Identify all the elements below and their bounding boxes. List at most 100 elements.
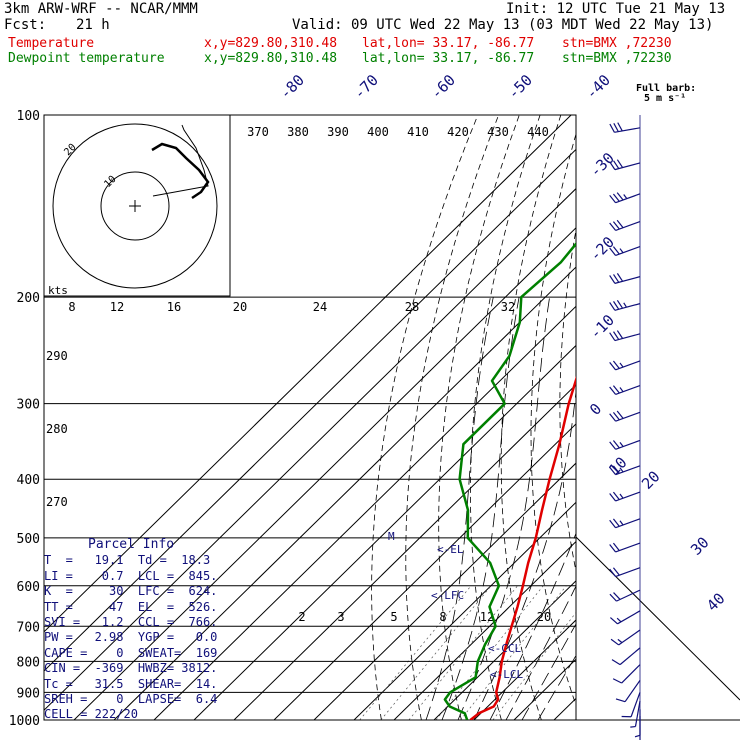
- init-time: Init: 12 UTC Tue 21 May 13: [506, 1, 726, 17]
- isotherm-line: [473, 619, 576, 720]
- theta-label: 420: [447, 125, 469, 139]
- wind-barb: [609, 610, 641, 625]
- isotherm-line: [44, 115, 572, 633]
- dewpoint-latlon: lat,lon= 33.17, -86.77: [362, 51, 535, 66]
- wind-barb: [612, 664, 641, 684]
- moist-adiabat: [521, 623, 576, 720]
- wind-barb: [630, 700, 641, 728]
- theta-label: 370: [247, 125, 269, 139]
- isotherm-label: 0: [586, 400, 605, 419]
- theta-label: 440: [527, 125, 549, 139]
- parcel-row-li: LI = 0.7 LCL = 845.: [44, 568, 218, 583]
- dry-adiabat: [470, 115, 541, 720]
- mixing-ratio-label: 2: [298, 610, 305, 624]
- wind-barb: [609, 300, 641, 311]
- temperature-station: stn=BMX ,72230: [562, 36, 672, 51]
- wind-barb: [609, 518, 641, 529]
- isotherm-label: -30: [586, 149, 618, 181]
- level-annotation: <-EL: [437, 543, 464, 556]
- hodograph-trace-bold: [151, 142, 210, 200]
- theta-label: 410: [407, 125, 429, 139]
- pressure-tick-label: 200: [17, 291, 40, 306]
- moist-adiabat: [505, 585, 576, 720]
- isotherm-label: -70: [350, 71, 382, 103]
- mixing-ratio-label: 16: [167, 300, 181, 314]
- isotherm-line: [433, 580, 576, 720]
- level-annotation: <-LCL: [490, 668, 523, 681]
- temperature-xy: x,y=829.80,310.48: [204, 36, 338, 51]
- theta-label: 430: [487, 125, 509, 139]
- valid-time: Valid: 09 UTC Wed 22 May 13 (03 MDT Wed …: [292, 17, 714, 33]
- mixing-ratio-label: 28: [405, 300, 419, 314]
- lower-frame-extension: [575, 536, 740, 721]
- parcel-row-svi: SVI = 1.2 CCL = 766.: [44, 615, 218, 630]
- dewpoint-profile: [443, 241, 576, 720]
- hodograph-kts-label: kts: [48, 284, 68, 297]
- forecast-label: Fcst:: [4, 17, 47, 33]
- dry-adiabat: [692, 115, 740, 720]
- isotherm-label: 10: [605, 453, 631, 479]
- isotherm-line: [193, 344, 576, 720]
- pressure-tick-label: 300: [17, 398, 40, 413]
- pressure-tick-label: 100: [17, 109, 40, 124]
- isotherm-line: [594, 115, 740, 720]
- wind-barb: [621, 692, 641, 718]
- pressure-tick-label: 500: [17, 532, 40, 547]
- temperature-latlon: lat,lon= 33.17, -86.77: [362, 36, 535, 51]
- dry-adiabat: [371, 115, 479, 720]
- wind-barb: [611, 647, 641, 666]
- temperature-profile: [469, 375, 576, 720]
- mixing-ratio-label: 8: [439, 610, 446, 624]
- pressure-tick-label: 600: [17, 580, 40, 595]
- theta-e-label: 280: [46, 422, 68, 436]
- wind-barb: [639, 716, 641, 740]
- mixing-ratio-label: 3: [337, 610, 344, 624]
- mixing-ratio-label: 5: [390, 610, 397, 624]
- theta-e-label: 270: [46, 495, 68, 509]
- dewpoint-legend-label: Dewpoint temperature: [8, 51, 165, 66]
- wind-barb: [609, 589, 641, 602]
- dry-adiabat: [667, 115, 740, 720]
- parcel-row-pw: PW = 2.98 YGP = 0.0: [44, 630, 218, 645]
- isotherm-label: -80: [276, 71, 308, 103]
- dry-adiabat: [530, 132, 576, 707]
- barb-key-title: Full barb:: [636, 83, 697, 94]
- dry-adiabat: [642, 115, 740, 720]
- isotherm-label: -50: [504, 71, 536, 103]
- isotherm-line: [313, 462, 576, 720]
- isotherm-label: -20: [586, 233, 618, 265]
- plot-frame: [43, 114, 577, 721]
- isotherm-line: [113, 266, 576, 720]
- barb-key-units: 5 m s⁻¹: [644, 93, 687, 104]
- wind-barb: [609, 273, 641, 284]
- theta-label: 390: [327, 125, 349, 139]
- isotherm-label: -60: [427, 71, 459, 103]
- pressure-tick-label: 1000: [9, 714, 40, 729]
- isotherm-label: -40: [582, 71, 614, 103]
- wind-barb: [609, 567, 641, 578]
- wind-barb: [609, 330, 641, 342]
- parcel-row-k: K = 30 LFC = 624.: [44, 584, 218, 599]
- sounding-profiles: [443, 241, 576, 720]
- wind-barb: [615, 680, 641, 703]
- pressure-tick-label: 900: [17, 686, 40, 701]
- parcel-row-sreh: SREH = 0 LAPSE= 6.4: [44, 692, 218, 707]
- isotherm-label: 30: [687, 533, 713, 559]
- mixing-ratio-line: [408, 585, 518, 720]
- mixing-ratio-label: 12: [110, 300, 124, 314]
- wind-barb: [609, 219, 641, 231]
- isotherm-line: [353, 501, 576, 720]
- mixing-ratio-line: [380, 585, 492, 720]
- mixing-ratio-label: 8: [68, 300, 75, 314]
- wind-barb: [609, 360, 641, 371]
- hodograph-ring: [52, 123, 218, 289]
- moist-adiabat: [537, 654, 576, 720]
- wind-barb: [609, 465, 641, 476]
- parcel-info-title: Parcel Info: [88, 537, 175, 552]
- pressure-tick-label: 400: [17, 473, 40, 488]
- moist-adiabat: [425, 297, 494, 720]
- isotherm-label: 40: [703, 589, 729, 615]
- wind-barb: [609, 439, 641, 450]
- level-annotation: <-LFC: [431, 589, 464, 602]
